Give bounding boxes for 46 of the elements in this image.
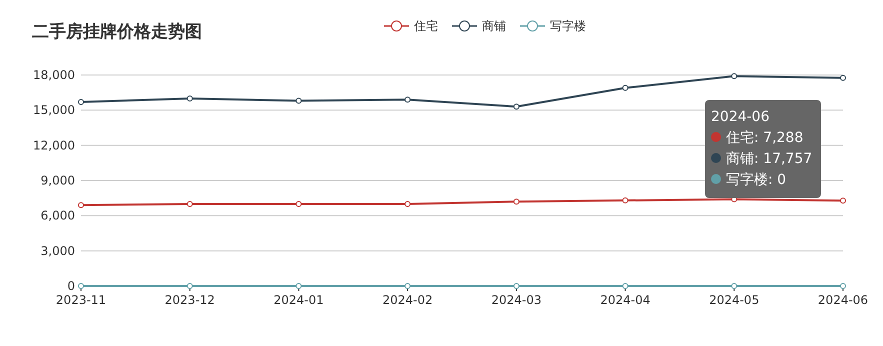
y-tick-label: 15,000 xyxy=(33,103,75,118)
x-tick-label: 2023-12 xyxy=(164,293,215,307)
y-tick-label: 12,000 xyxy=(33,138,75,152)
point xyxy=(186,283,193,289)
y-tick-label: 18,000 xyxy=(33,68,75,82)
point xyxy=(296,200,302,207)
legend-label: 住宅 xyxy=(413,19,438,33)
point xyxy=(186,200,193,207)
point xyxy=(731,73,738,80)
point xyxy=(622,283,628,289)
legend-label: 写字楼 xyxy=(550,19,586,33)
y-tick-label: 6,000 xyxy=(40,208,75,223)
point xyxy=(404,200,411,207)
point xyxy=(404,96,411,103)
x-tick-label: 2024-06 xyxy=(818,293,868,307)
x-tick-label: 2024-04 xyxy=(600,293,650,307)
annotation: 商铺: 17,757 xyxy=(726,151,812,167)
point xyxy=(622,84,628,91)
y-tick-label: 0 xyxy=(67,279,75,293)
x-tick-label: 2024-05 xyxy=(709,293,760,307)
point xyxy=(513,104,520,110)
y-tick-label: 9,000 xyxy=(40,174,75,188)
point xyxy=(731,283,738,289)
x-tick-label: 2023-11 xyxy=(56,293,106,307)
x-tick-label: 2024-01 xyxy=(274,293,324,307)
point xyxy=(513,283,520,289)
point xyxy=(78,283,84,289)
point xyxy=(78,98,84,105)
point xyxy=(622,197,628,204)
point xyxy=(296,283,302,289)
point xyxy=(186,95,193,102)
point xyxy=(404,283,411,289)
annotation: 住宅: 7,288 xyxy=(725,130,804,146)
annotation: 写字楼: 0 xyxy=(726,172,786,188)
chart-title: 二手房挂牌价格走势图 xyxy=(32,22,202,42)
x-tick-label: 2024-02 xyxy=(382,293,433,307)
point xyxy=(513,198,520,205)
legend-label: 商铺 xyxy=(482,19,506,33)
y-tick-label: 3,000 xyxy=(40,244,75,258)
point xyxy=(840,198,846,204)
point xyxy=(296,98,302,104)
x-tick-label: 2024-03 xyxy=(491,293,542,307)
annotation: 2024-06 xyxy=(711,109,770,125)
point xyxy=(840,283,846,289)
point xyxy=(78,202,84,208)
point xyxy=(840,74,846,81)
